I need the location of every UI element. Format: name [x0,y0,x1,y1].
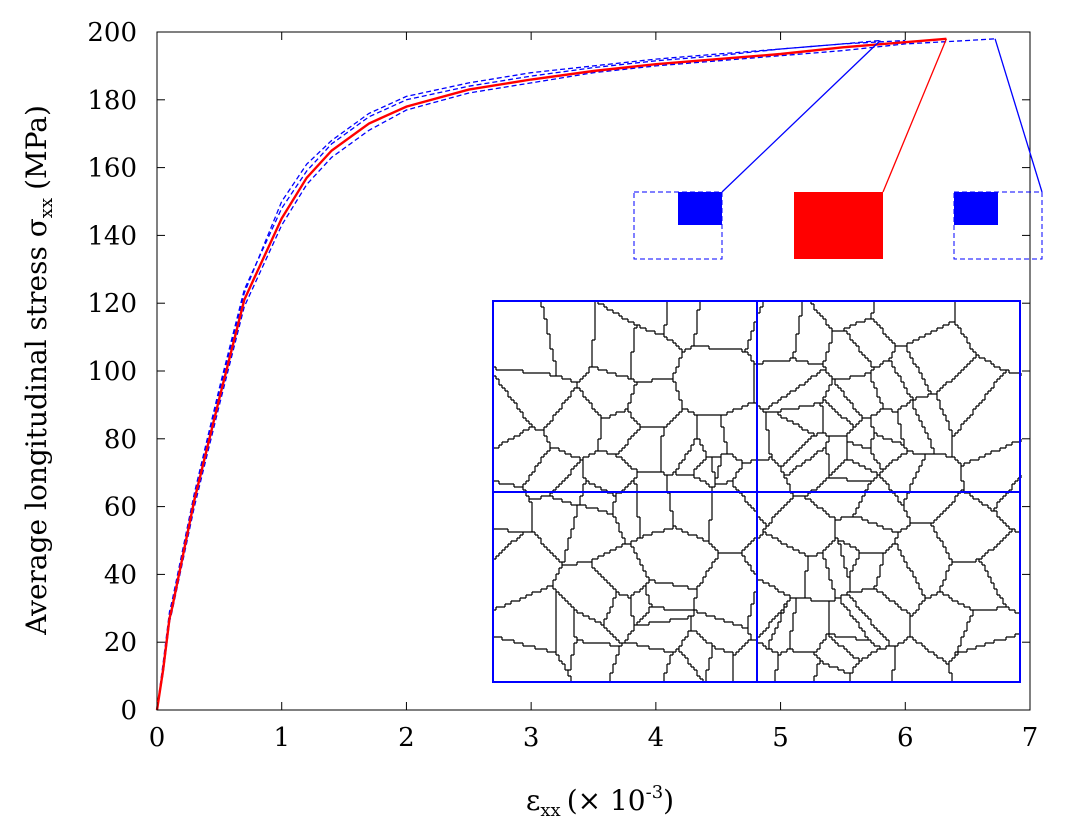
series-line-blue-dashed [156,39,881,711]
x-tick-label: 0 [149,723,166,753]
y-axis-label: Average longitudinal stress σxx(MPa) [20,105,57,636]
ticks-layer: 0 1 2 3 4 5 6 7 0 20 40 60 80 100 120 140 160 180 200 [87,18,1038,753]
x-tick-label: 3 [523,723,540,753]
x-axis-label: εxx (× 10-3) [526,782,674,821]
y-tick-label: 160 [87,154,137,184]
marker-blue-right [954,192,998,225]
y-tick-label: 120 [87,289,137,319]
y-tick-label: 80 [104,425,137,455]
marker-red [794,192,883,259]
y-tick-label: 20 [104,628,137,658]
x-tick-label: 2 [398,723,415,753]
x-tick-label: 1 [273,723,290,753]
y-tick-label: 100 [87,357,137,387]
leader-line-blue-right [994,38,1043,193]
series-layer [155,37,996,711]
legend-markers-layer [633,38,1043,260]
y-tick-label: 140 [87,221,137,251]
leader-line-red [882,38,948,193]
x-tick-label: 6 [897,723,914,753]
y-tick-label: 0 [120,696,137,726]
y-tick-label: 60 [104,493,137,523]
x-tick-label: 5 [772,723,789,753]
microstructure-inset [492,300,1022,683]
grain-boundaries [493,301,1022,683]
x-tick-label: 4 [648,723,665,753]
x-tick-label: 7 [1022,723,1039,753]
series-line-red [155,37,947,711]
y-tick-label: 200 [87,18,137,48]
y-tick-label: 40 [104,560,137,590]
marker-blue-left [678,192,722,225]
leader-line-blue-left [721,40,881,193]
y-tick-label: 180 [87,86,137,116]
